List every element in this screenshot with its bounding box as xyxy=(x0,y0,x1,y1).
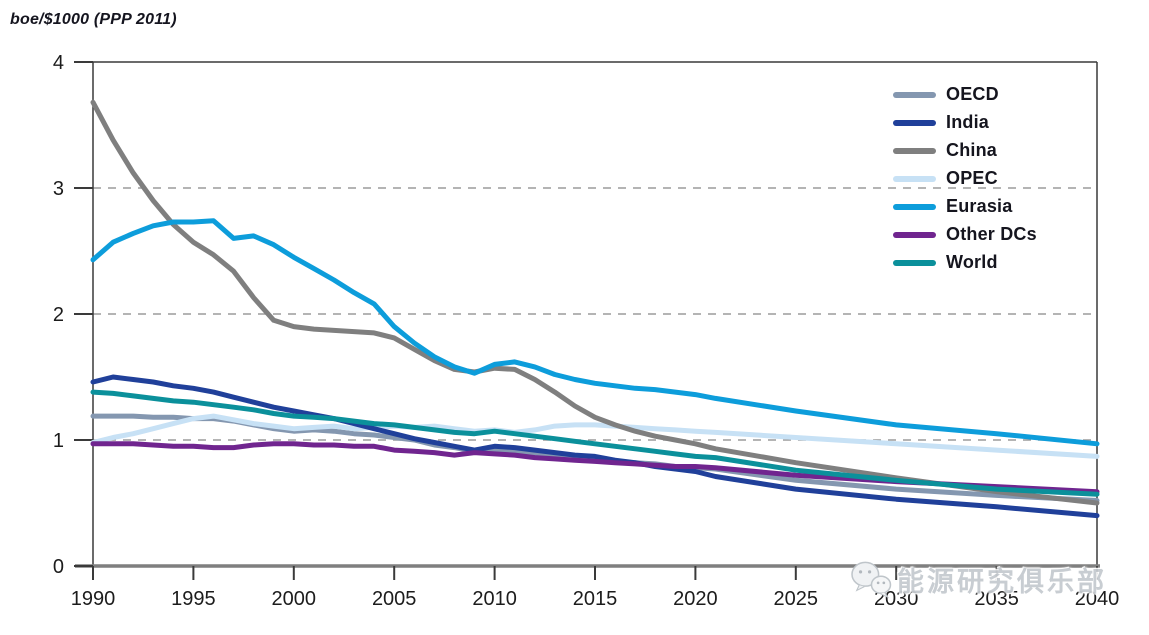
x-tick-label-2005: 2005 xyxy=(372,588,417,610)
series-line-world xyxy=(90,389,1100,497)
x-tick-label-2025: 2025 xyxy=(774,588,819,610)
legend-label: China xyxy=(946,140,998,160)
legend-swatch-eurasia xyxy=(893,203,936,210)
x-tick-label-2035: 2035 xyxy=(974,588,1019,610)
x-tick-label-2000: 2000 xyxy=(272,588,317,610)
legend-item-china: China xyxy=(893,140,1037,161)
legend-label: Other DCs xyxy=(946,224,1037,244)
x-tick-label-2040: 2040 xyxy=(1075,588,1120,610)
legend-swatch-world xyxy=(893,259,936,266)
x-tick-label-2030: 2030 xyxy=(874,588,919,610)
y-tick-label-4: 4 xyxy=(53,52,64,74)
legend-label: India xyxy=(946,112,990,132)
legend-swatch-oecd xyxy=(893,91,936,98)
y-tick-label-0: 0 xyxy=(53,556,64,578)
legend-item-india: India xyxy=(893,112,1037,133)
legend-item-other-dcs: Other DCs xyxy=(893,224,1037,245)
legend: OECD India China OPEC Eurasia Other DCs World xyxy=(893,84,1037,273)
legend-label: Eurasia xyxy=(946,196,1013,216)
x-tick-label-2010: 2010 xyxy=(472,588,517,610)
legend-item-eurasia: Eurasia xyxy=(893,196,1037,217)
x-tick-label-2015: 2015 xyxy=(573,588,618,610)
y-tick-label-1: 1 xyxy=(53,430,64,452)
legend-swatch-india xyxy=(893,119,936,126)
y-tick-label-3: 3 xyxy=(53,178,64,200)
legend-label: OECD xyxy=(946,84,999,104)
legend-label: World xyxy=(946,252,998,272)
series-line-opec xyxy=(90,413,1100,459)
x-tick-label-1990: 1990 xyxy=(71,588,116,610)
legend-item-world: World xyxy=(893,252,1037,273)
series-line-other-dcs xyxy=(90,441,1100,495)
legend-label: OPEC xyxy=(946,168,998,188)
y-tick-label-2: 2 xyxy=(53,304,64,326)
x-tick-label-2020: 2020 xyxy=(673,588,718,610)
series-line-eurasia xyxy=(90,218,1100,447)
legend-swatch-opec xyxy=(893,175,936,182)
chart-title: boe/$1000 (PPP 2011) xyxy=(10,11,177,28)
legend-swatch-other-dcs xyxy=(893,231,936,238)
series-line-india xyxy=(90,374,1100,519)
legend-swatch-china xyxy=(893,147,936,154)
x-tick-label-1995: 1995 xyxy=(171,588,216,610)
series-line-china xyxy=(90,99,1100,506)
legend-item-oecd: OECD xyxy=(893,84,1037,105)
legend-item-opec: OPEC xyxy=(893,168,1037,189)
